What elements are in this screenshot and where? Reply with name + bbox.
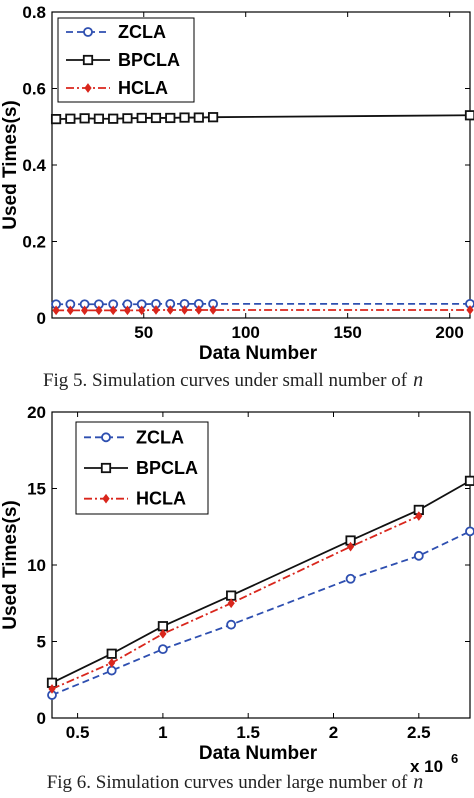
series-hcla <box>52 305 474 316</box>
data-point-bpcla <box>150 112 162 124</box>
legend-marker-zcla <box>83 27 93 37</box>
data-point-bpcla <box>65 113 76 124</box>
data-point-zcla <box>106 665 117 676</box>
data-point-bpcla <box>464 475 474 486</box>
data-point-hcla <box>123 305 132 316</box>
series-line-hcla <box>51 515 420 690</box>
series-zcla <box>51 298 474 310</box>
legend-label-bpcla: BPCLA <box>136 458 198 478</box>
x-axis-label: Data Number <box>199 743 318 764</box>
data-point-bpcla <box>179 112 190 123</box>
chart-small-n: 50 100 150 200 0 0.2 0.4 0.6 0.8 ZCLA BPCLA HCLA Da… <box>0 3 474 391</box>
plot-area-large-n: 0.5 1 1.5 2 2.5 0 5 10 15 20 ZCLA BPCLA HCLA <box>27 403 474 742</box>
x-tick-label: 1.5 <box>236 723 260 742</box>
x-tick-label: 200 <box>435 323 463 342</box>
legend-label-hcla: HCLA <box>136 489 186 509</box>
y-axis-label: Used Times(s) <box>0 500 21 630</box>
data-point-bpcla <box>108 113 119 124</box>
data-point-hcla <box>52 305 60 316</box>
legend-label-zcla: ZCLA <box>136 427 184 447</box>
multiplier-exponent: 6 <box>451 751 458 766</box>
data-point-bpcla <box>193 112 204 123</box>
data-point-bpcla <box>79 113 90 124</box>
y-tick-label: 0 <box>37 709 46 728</box>
data-point-hcla <box>180 305 189 315</box>
x-axis-label: Data Number <box>199 343 318 364</box>
data-point-bpcla <box>106 648 117 659</box>
x-tick-label: 150 <box>333 323 361 342</box>
caption-variable: n <box>413 369 423 391</box>
y-axis-label: Used Times(s) <box>0 100 21 230</box>
multiplier-base: x 10 <box>410 757 443 776</box>
x-tick-label: 2 <box>329 723 338 742</box>
data-point-bpcla <box>207 112 219 123</box>
data-point-zcla <box>345 573 356 584</box>
data-point-hcla <box>466 305 474 315</box>
data-point-bpcla <box>165 112 176 124</box>
data-point-zcla <box>465 526 474 537</box>
y-tick-label: 0.4 <box>22 156 46 175</box>
data-point-bpcla <box>136 112 147 124</box>
figure-caption: Fig 6. Simulation curves under large num… <box>47 771 424 793</box>
x-tick-label: 1 <box>158 723 167 742</box>
y-tick-label: 0.6 <box>22 80 46 99</box>
data-point-hcla <box>195 305 203 315</box>
legend-marker-bpcla <box>100 462 112 474</box>
data-point-hcla <box>415 511 423 521</box>
y-tick-label: 20 <box>27 403 46 422</box>
plot-area-small-n: 50 100 150 200 0 0.2 0.4 0.6 0.8 ZCLA BPCLA HCLA <box>22 3 474 342</box>
caption-text: Fig 6. Simulation curves under large num… <box>47 772 408 793</box>
legend-label-bpcla: BPCLA <box>118 50 180 70</box>
series-zcla <box>47 526 474 700</box>
x-tick-label: 0.5 <box>66 723 90 742</box>
legend-label-zcla: ZCLA <box>118 22 166 42</box>
data-point-hcla <box>159 629 167 639</box>
legend-marker-hcla <box>102 493 110 504</box>
legend-marker-zcla <box>101 432 111 443</box>
series-hcla <box>48 511 423 694</box>
y-tick-label: 0.2 <box>22 233 46 252</box>
x-tick-label: 50 <box>134 323 153 342</box>
data-point-hcla <box>346 541 355 552</box>
legend: ZCLA BPCLA HCLA <box>75 421 209 515</box>
data-point-hcla <box>209 305 217 315</box>
legend: ZCLA BPCLA HCLA <box>57 17 195 103</box>
data-point-hcla <box>80 305 89 316</box>
data-point-hcla <box>109 305 117 316</box>
y-tick-label: 0.8 <box>22 3 46 22</box>
data-point-hcla <box>152 305 160 315</box>
legend-marker-hcla <box>84 83 92 93</box>
data-point-hcla <box>66 305 74 316</box>
data-point-hcla <box>48 684 56 694</box>
y-tick-label: 10 <box>27 556 46 575</box>
y-tick-label: 15 <box>27 480 46 499</box>
data-point-hcla <box>227 598 235 609</box>
data-point-zcla <box>157 644 168 655</box>
data-point-hcla <box>166 305 174 315</box>
y-tick-label: 0 <box>37 309 46 328</box>
data-point-bpcla <box>50 114 62 125</box>
chart-large-n: 0.5 1 1.5 2 2.5 0 5 10 15 20 ZCLA BPCLA HCLA Data Nu… <box>0 403 474 793</box>
x-tick-label: 100 <box>232 323 260 342</box>
y-tick-label: 5 <box>37 633 46 652</box>
data-point-hcla <box>138 305 146 316</box>
caption-text: Fig 5. Simulation curves under small num… <box>43 370 408 391</box>
data-point-bpcla <box>122 113 133 124</box>
data-point-zcla <box>413 550 424 561</box>
legend-marker-bpcla <box>82 54 94 66</box>
x-axis-multiplier: x 10 6 <box>410 751 458 776</box>
data-point-bpcla <box>93 113 104 124</box>
series-bpcla <box>50 110 474 125</box>
x-tick-label: 2.5 <box>407 723 431 742</box>
data-point-hcla <box>95 305 103 316</box>
data-point-bpcla <box>464 110 474 121</box>
data-point-hcla <box>108 658 116 668</box>
figure-caption: Fig 5. Simulation curves under small num… <box>43 369 423 391</box>
data-point-zcla <box>226 619 237 630</box>
caption-variable: n <box>413 771 423 793</box>
legend-label-hcla: HCLA <box>118 78 168 98</box>
